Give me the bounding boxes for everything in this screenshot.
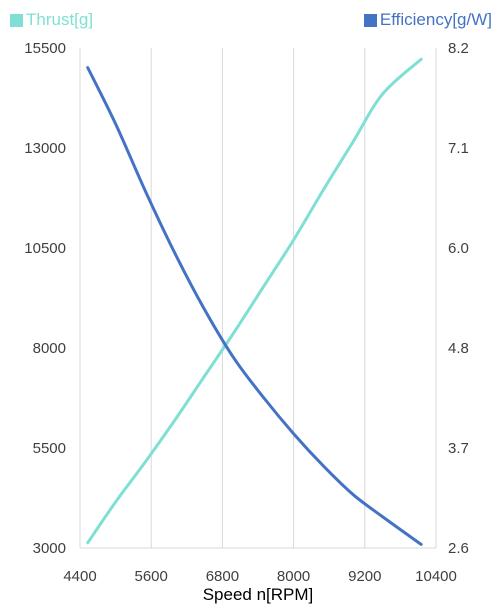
x-tick-label: 4400 [63, 568, 96, 585]
y-left-tick-label: 8000 [33, 340, 66, 357]
legend-thrust-label: Thrust[g] [26, 10, 94, 29]
y-right-tick-label: 3.7 [448, 440, 469, 457]
legend-thrust-swatch [10, 13, 23, 27]
x-tick-label: 6800 [206, 568, 239, 585]
legend-efficiency-swatch [363, 13, 377, 27]
y-left-tick-label: 13000 [24, 140, 66, 157]
y-left-tick-label: 10500 [24, 240, 66, 257]
x-tick-label: 5600 [135, 568, 168, 585]
legend-thrust: Thrust[g] [10, 10, 93, 30]
y-right-tick-label: 2.6 [448, 540, 469, 557]
y-left-tick-label: 5500 [33, 440, 66, 457]
x-tick-label: 8000 [277, 568, 310, 585]
y-right-tick-label: 8.2 [448, 40, 469, 57]
y-right-tick-label: 7.1 [448, 140, 469, 157]
legend-efficiency: Efficiency[g/W] [363, 10, 492, 30]
thrust-series-line [86, 57, 423, 545]
efficiency-series-line [86, 66, 423, 546]
legend-efficiency-label: Efficiency[g/W] [379, 10, 492, 29]
y-left-tick-label: 3000 [33, 540, 66, 557]
x-axis-label: Speed n[RPM] [203, 585, 314, 604]
x-tick-label: 9200 [348, 568, 381, 585]
y-right-tick-label: 4.8 [448, 340, 469, 357]
y-right-tick-label: 6.0 [448, 240, 469, 257]
y-left-tick-label: 15500 [24, 40, 66, 57]
x-tick-label: 10400 [415, 568, 457, 585]
